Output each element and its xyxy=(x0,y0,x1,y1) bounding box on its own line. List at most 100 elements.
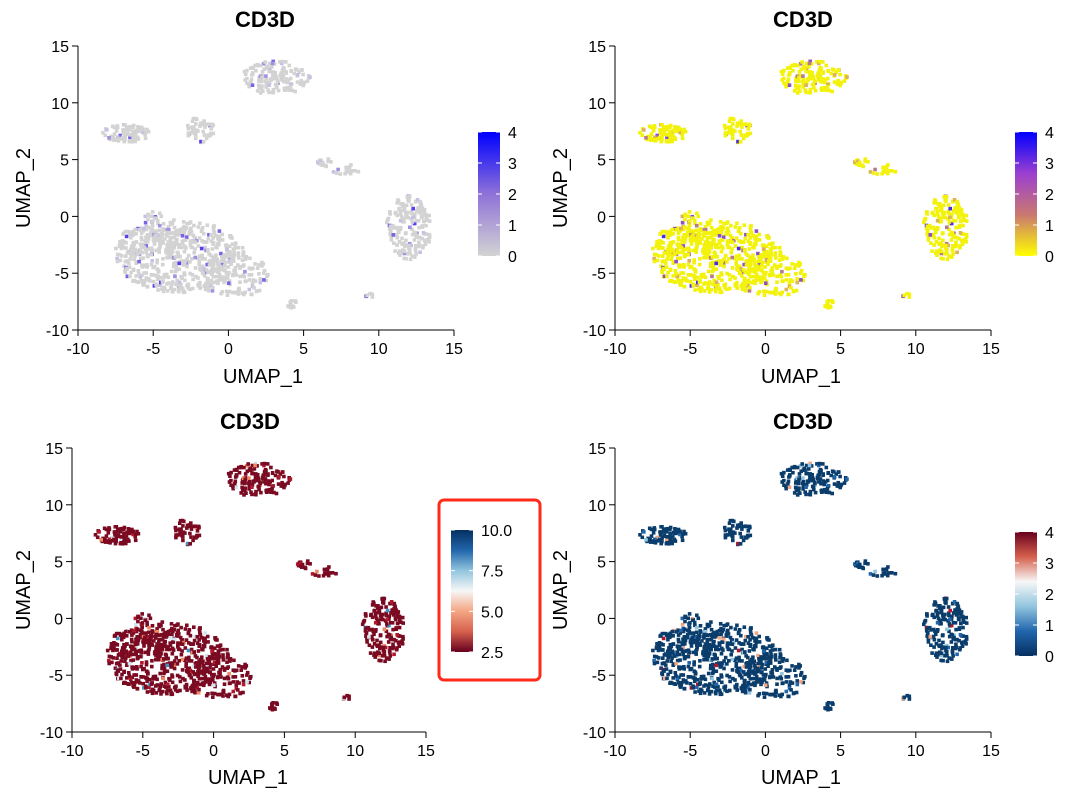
cell-point xyxy=(263,477,268,481)
cell-point xyxy=(170,651,175,656)
cell-point xyxy=(284,71,288,75)
cell-point xyxy=(281,65,286,70)
cell-point xyxy=(677,250,682,255)
cell-point xyxy=(168,628,173,633)
cell-point xyxy=(146,236,151,241)
cell-point xyxy=(265,462,270,466)
cell-point xyxy=(188,531,192,536)
cell-point xyxy=(174,533,178,537)
cell-point xyxy=(418,199,423,204)
cell-point xyxy=(189,535,193,539)
cell-point xyxy=(115,656,119,660)
cell-point xyxy=(198,632,203,637)
cell-point xyxy=(234,668,239,673)
cell-point xyxy=(272,490,276,495)
cell-point xyxy=(807,76,812,81)
cell-point xyxy=(271,59,275,64)
legend-label: 1 xyxy=(1045,218,1054,235)
cell-point xyxy=(959,208,964,212)
cell-point xyxy=(741,286,745,291)
cell-point xyxy=(375,638,379,643)
cell-point xyxy=(374,628,378,632)
cell-point xyxy=(784,273,788,277)
cell-point xyxy=(190,128,195,132)
cell-point xyxy=(674,272,678,276)
cell-point xyxy=(177,261,181,266)
cell-point xyxy=(180,518,185,523)
legend-label: 2 xyxy=(1045,187,1054,204)
cell-point xyxy=(788,680,793,684)
cell-point xyxy=(124,656,128,660)
cell-point xyxy=(827,490,832,495)
cell-point xyxy=(687,629,692,634)
cell-point xyxy=(792,89,797,93)
cell-point xyxy=(123,681,128,685)
cell-point xyxy=(136,269,141,273)
cell-point xyxy=(810,71,814,75)
cell-point xyxy=(757,677,762,681)
cell-point xyxy=(733,129,737,133)
cell-point xyxy=(400,639,404,643)
cell-point xyxy=(226,265,231,269)
cell-point xyxy=(890,169,894,173)
cell-point xyxy=(241,682,246,687)
cell-point xyxy=(248,256,252,261)
cell-point xyxy=(739,633,743,638)
cell-point xyxy=(737,257,742,261)
cell-point xyxy=(784,266,789,270)
cell-point xyxy=(212,691,217,696)
cell-point xyxy=(124,254,128,258)
cell-point xyxy=(697,689,701,693)
cell-point xyxy=(925,210,929,214)
cell-point xyxy=(717,688,722,693)
cell-point xyxy=(760,275,765,280)
cell-point xyxy=(377,621,381,626)
cell-point xyxy=(736,648,741,653)
cell-point xyxy=(734,638,739,642)
cell-point xyxy=(130,652,135,657)
cell-point xyxy=(676,639,681,644)
cell-point xyxy=(660,133,665,137)
cell-point xyxy=(177,659,181,663)
cell-point xyxy=(767,655,771,659)
cell-point xyxy=(120,239,125,243)
cell-point xyxy=(241,253,245,258)
cell-point xyxy=(818,75,823,79)
cell-point xyxy=(222,666,226,671)
cell-point xyxy=(197,283,202,288)
cell-point xyxy=(198,661,203,665)
cell-point xyxy=(178,635,183,640)
cell-point xyxy=(708,243,713,248)
cell-point xyxy=(144,640,149,644)
cell-point xyxy=(395,213,399,218)
cell-point xyxy=(764,258,769,263)
cell-point xyxy=(740,642,744,646)
cell-point xyxy=(278,472,283,476)
cell-point xyxy=(770,246,775,250)
cell-point xyxy=(668,631,673,636)
cell-point xyxy=(109,535,114,540)
cell-point xyxy=(836,470,841,474)
cell-point xyxy=(391,637,395,642)
cell-point xyxy=(803,490,807,494)
cell-point xyxy=(669,279,674,283)
cell-point xyxy=(210,272,214,276)
cell-point xyxy=(955,250,959,255)
cell-point xyxy=(234,467,239,472)
cell-point xyxy=(203,257,207,261)
cell-point xyxy=(145,233,150,237)
cell-point xyxy=(226,471,231,476)
cell-point xyxy=(156,655,161,660)
cell-point xyxy=(135,642,140,646)
cell-point xyxy=(764,691,769,696)
cell-point xyxy=(727,521,732,525)
cell-point xyxy=(822,482,826,487)
cell-point xyxy=(243,279,248,284)
cell-point xyxy=(406,252,410,256)
cell-point xyxy=(299,81,304,85)
cell-point xyxy=(155,652,159,657)
cell-point xyxy=(259,490,263,495)
cell-point xyxy=(654,253,659,257)
cell-point xyxy=(180,639,184,643)
cell-point xyxy=(151,238,156,242)
